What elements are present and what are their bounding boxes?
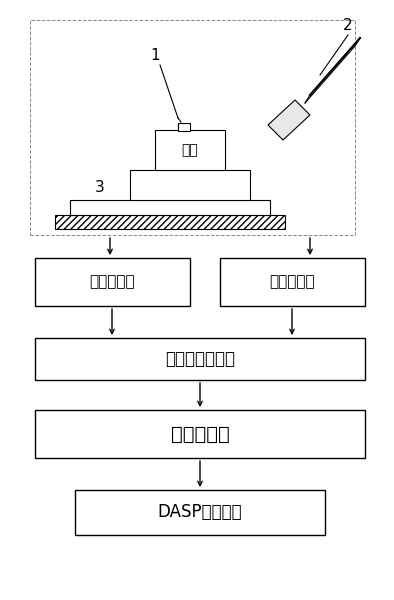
Text: 1: 1 bbox=[150, 47, 160, 62]
Bar bbox=[30, 20, 355, 235]
Bar bbox=[155, 130, 225, 170]
Text: 3: 3 bbox=[95, 179, 105, 194]
Polygon shape bbox=[268, 100, 310, 140]
Text: DASP分析系统: DASP分析系统 bbox=[158, 503, 242, 521]
Bar bbox=[55, 215, 285, 229]
Bar bbox=[70, 200, 270, 215]
Text: 电荷放大器: 电荷放大器 bbox=[269, 275, 315, 289]
Text: 低通抗混滤波器: 低通抗混滤波器 bbox=[165, 350, 235, 368]
Text: 宽带应变件: 宽带应变件 bbox=[90, 275, 135, 289]
Bar bbox=[130, 170, 250, 200]
Bar bbox=[35, 258, 190, 306]
Bar bbox=[178, 123, 190, 131]
Text: 零件: 零件 bbox=[182, 143, 198, 157]
Text: 2: 2 bbox=[343, 17, 353, 32]
Bar bbox=[35, 410, 365, 458]
Bar bbox=[220, 258, 365, 306]
Bar bbox=[35, 338, 365, 380]
Bar bbox=[75, 490, 325, 535]
Text: 信号采集件: 信号采集件 bbox=[171, 425, 229, 443]
